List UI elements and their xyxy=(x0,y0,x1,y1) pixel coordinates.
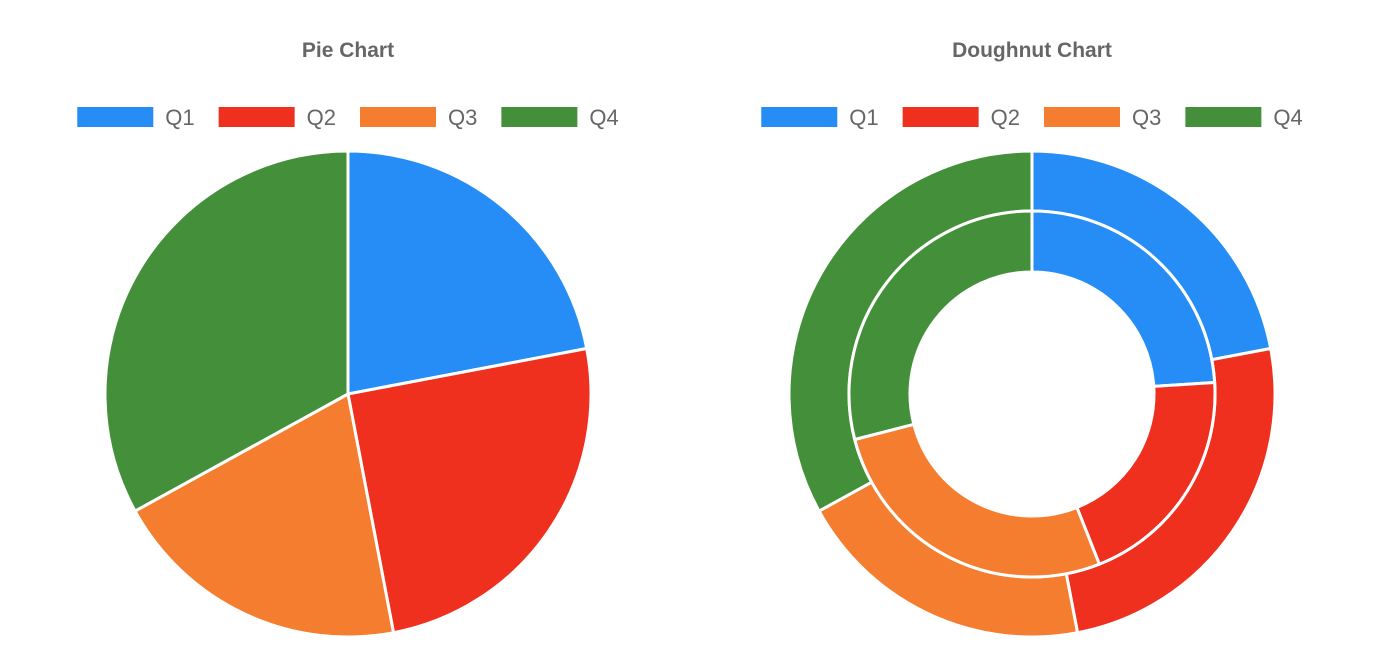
pie-chart-slice-1 xyxy=(346,149,589,396)
doughnut-chart-legend-label: Q3 xyxy=(1132,105,1161,130)
pie-chart: Pie Chart Q1 Q2 Q3 Q4 xyxy=(77,39,619,639)
doughnut-chart-legend-label: Q2 xyxy=(991,105,1020,130)
doughnut-chart-legend-swatch xyxy=(1185,107,1262,127)
pie-chart-legend-label: Q1 xyxy=(165,105,194,130)
doughnut-chart-legend-label: Q4 xyxy=(1273,105,1302,130)
pie-chart-title: Pie Chart xyxy=(302,39,394,62)
pie-chart-legend-item: Q3 xyxy=(360,105,477,130)
pie-chart-slice-3 xyxy=(133,392,396,639)
doughnut-chart-legend-item: Q1 xyxy=(761,105,879,130)
doughnut-chart-legend-label: Q1 xyxy=(849,105,878,130)
doughnut-chart-legend-item: Q3 xyxy=(1044,105,1161,130)
doughnut-chart-legend-item: Q4 xyxy=(1185,105,1303,130)
doughnut-chart-legend-swatch xyxy=(902,107,979,127)
doughnut-chart-legend-swatch xyxy=(761,107,838,127)
pie-chart-slice-2 xyxy=(346,346,593,635)
doughnut-chart-title: Doughnut Chart xyxy=(952,39,1112,62)
doughnut-chart-inner-slice-4 xyxy=(847,209,1034,442)
pie-chart-legend-item: Q1 xyxy=(77,105,195,130)
pie-chart-legend-swatch xyxy=(360,107,436,127)
pie-chart-legend-swatch xyxy=(77,107,154,127)
pie-chart-legend-item: Q2 xyxy=(218,105,336,130)
pie-chart-legend-label: Q2 xyxy=(307,105,336,130)
doughnut-chart-legend-swatch xyxy=(1044,107,1120,127)
doughnut-chart-legend-item: Q2 xyxy=(902,105,1020,130)
doughnut-chart: Doughnut Chart Q1 Q2 Q3 Q4 xyxy=(761,39,1303,639)
pie-chart-legend-label: Q3 xyxy=(448,105,477,130)
pie-chart-slice-4 xyxy=(103,149,350,513)
pie-chart-legend-swatch xyxy=(501,107,578,127)
doughnut-chart-inner-slice-1 xyxy=(1030,209,1217,388)
pie-chart-legend-swatch xyxy=(218,107,295,127)
doughnut-chart-inner-slice-3 xyxy=(853,422,1101,579)
pie-chart-legend-label: Q4 xyxy=(589,105,618,130)
pie-chart-legend-item: Q4 xyxy=(501,105,619,130)
